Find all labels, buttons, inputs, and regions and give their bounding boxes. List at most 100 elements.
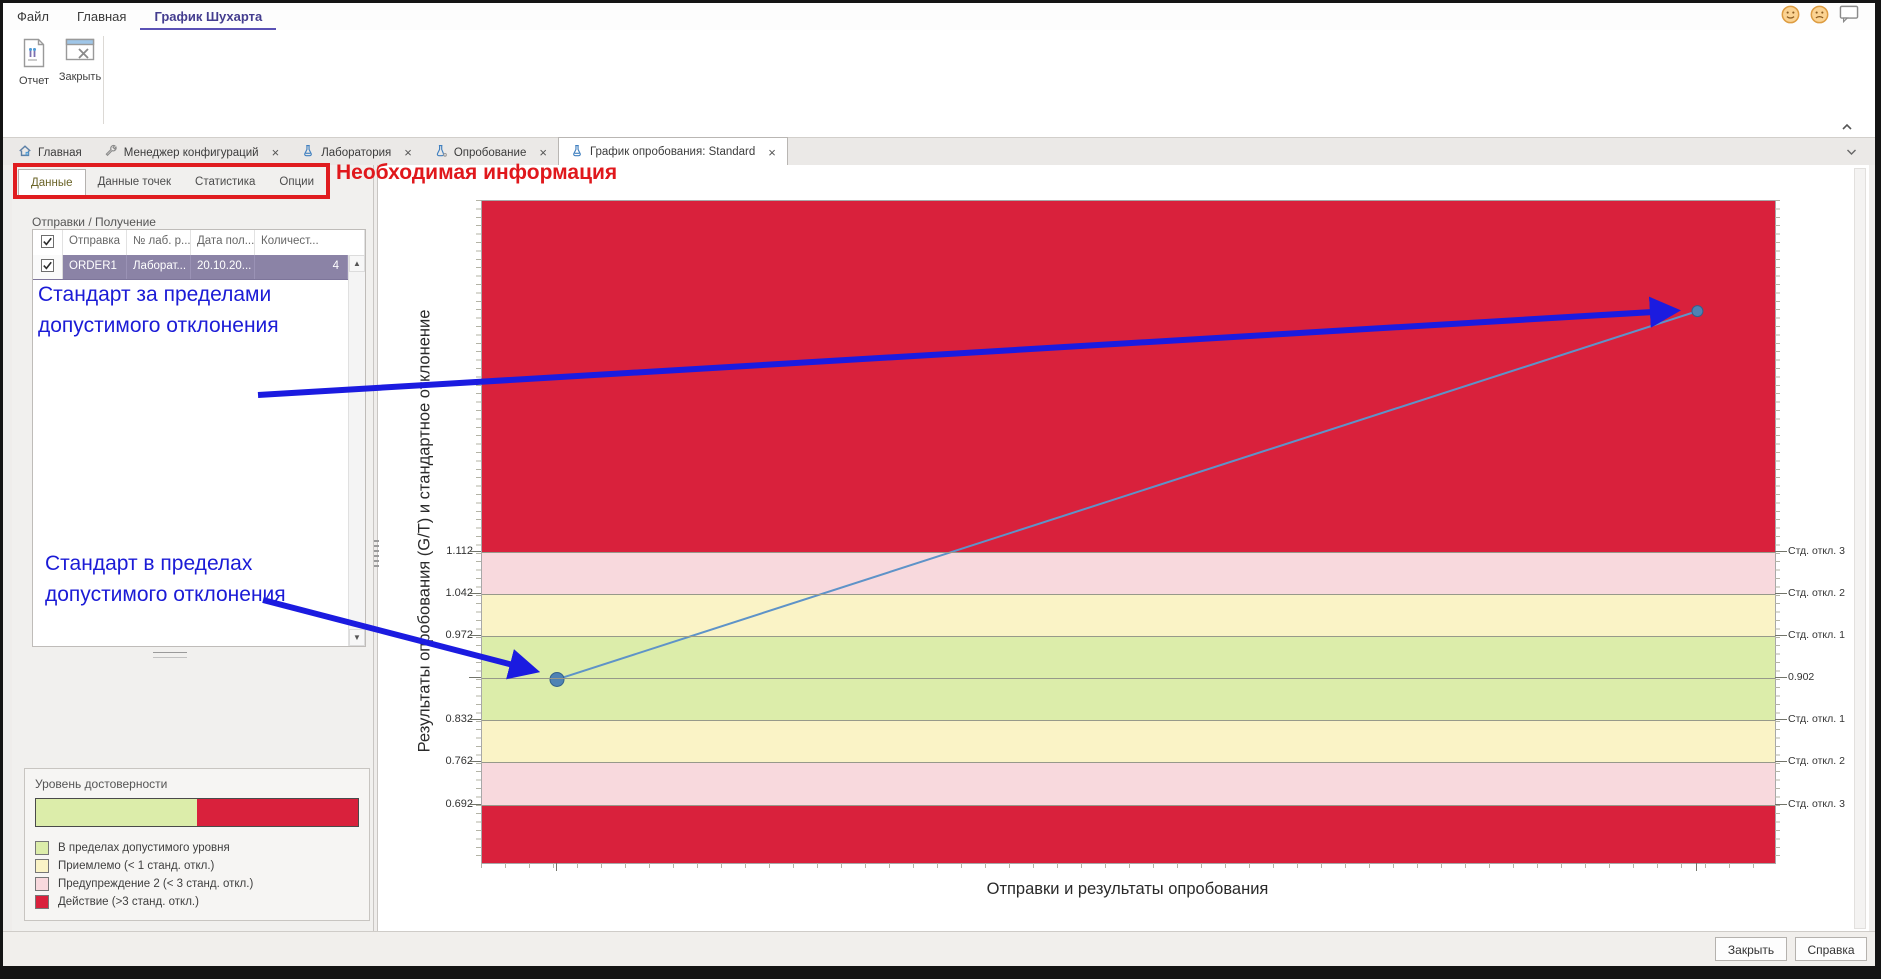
- chart-band: [482, 804, 1775, 863]
- shipments-table: Отправка № лаб. р... Дата пол... Количест..…: [32, 229, 366, 647]
- table-row[interactable]: ORDER1 Лаборат... 20.10.20... 4: [33, 255, 348, 280]
- legend-swatch: [35, 859, 49, 873]
- shewhart-plot[interactable]: [481, 200, 1776, 864]
- right-axis-major-tick: [1775, 677, 1787, 679]
- content-area: Данные Данные точек Статистика Опции Отправ…: [3, 165, 1875, 932]
- confidence-bar: [35, 798, 359, 827]
- happy-face-icon[interactable]: [1781, 5, 1800, 29]
- y-axis-minor-ticks: [476, 200, 481, 862]
- data-point[interactable]: [1691, 305, 1704, 318]
- confidence-groupbox: Уровень достоверности В пределах допусти…: [24, 768, 370, 921]
- doc-tab-4[interactable]: Опробование ×: [423, 139, 558, 166]
- tab-close-icon[interactable]: ×: [404, 145, 412, 160]
- right-axis-major-tick: [1775, 635, 1787, 637]
- std-deviation-label: Стд. откл. 3: [1788, 544, 1845, 557]
- right-axis-minor-ticks: [1775, 200, 1780, 862]
- scroll-up-icon[interactable]: ▲: [349, 255, 365, 272]
- ribbon-button-report[interactable]: Отчет: [11, 34, 57, 87]
- chart-band: [482, 720, 1775, 763]
- header-checkbox[interactable]: [33, 230, 63, 255]
- y-axis-tick-label: 1.042: [445, 586, 473, 599]
- column-header: Количест...: [255, 230, 365, 255]
- data-sidebar: Данные Данные точек Статистика Опции Отправ…: [12, 165, 374, 932]
- tab-close-icon[interactable]: ×: [539, 145, 547, 160]
- std-deviation-label: Стд. откл. 1: [1788, 629, 1845, 642]
- checkbox-checked-icon[interactable]: [41, 259, 54, 275]
- home-icon: [18, 144, 32, 161]
- close-button[interactable]: Закрыть: [1715, 937, 1787, 961]
- sidebar-tab-4[interactable]: Опции: [279, 176, 315, 188]
- data-point[interactable]: [549, 671, 565, 687]
- horizontal-splitter-grip[interactable]: [153, 652, 187, 658]
- help-button[interactable]: Справка: [1795, 937, 1867, 961]
- chart-gridline: [482, 636, 1775, 638]
- collapse-ribbon-icon[interactable]: [1841, 119, 1855, 131]
- close-window-icon: [65, 38, 95, 68]
- report-icon: [22, 38, 46, 68]
- tab-overflow-chevron-down-icon[interactable]: [1846, 143, 1857, 161]
- application-window: Файл Главная График Шухарта Отчет Закрыть Г…: [3, 3, 1875, 966]
- series-segment: [556, 310, 1698, 681]
- x-axis-major-tick: [555, 863, 557, 871]
- std-deviation-label: Стд. откл. 2: [1788, 586, 1845, 599]
- ribbon-button-label: Отчет: [18, 75, 50, 87]
- table-header: Отправка № лаб. р... Дата пол... Количест..…: [33, 230, 365, 256]
- sidebar-tab-3[interactable]: Статистика: [195, 176, 256, 188]
- x-axis-major-tick: [1696, 863, 1698, 871]
- doc-tab-3[interactable]: Лаборатория ×: [290, 139, 423, 166]
- y-axis-tick-label: 0.832: [445, 713, 473, 726]
- tab-close-icon[interactable]: ×: [768, 144, 776, 160]
- column-header: Отправка: [63, 230, 127, 255]
- menu-item-2[interactable]: Главная: [76, 9, 127, 24]
- doc-tab-5[interactable]: График опробования: Standard ×: [557, 137, 788, 167]
- sidebar-tab-2[interactable]: Данные точек: [97, 176, 172, 188]
- right-axis-major-tick: [1775, 803, 1787, 805]
- ribbon-button-label: Закрыть: [58, 71, 102, 83]
- right-axis-major-tick: [1775, 761, 1787, 763]
- chart-gridline: [482, 593, 1775, 595]
- legend-label: В пределах допустимого уровня: [58, 842, 230, 854]
- table-scrollbar[interactable]: ▲ ▼: [348, 255, 365, 646]
- y-axis-major-tick: [469, 635, 481, 637]
- legend-swatch: [35, 877, 49, 891]
- chart-band: [482, 551, 1775, 594]
- sidebar-tab-1[interactable]: Данные: [18, 169, 86, 197]
- doc-tab-1[interactable]: Главная: [7, 139, 93, 166]
- menu-item-1[interactable]: Файл: [17, 9, 49, 24]
- vertical-splitter-grip[interactable]: [374, 540, 379, 570]
- confidence-title: Уровень достоверности: [35, 777, 168, 791]
- chart-panel-scrollbar[interactable]: [1854, 168, 1866, 929]
- y-axis-major-tick: [469, 592, 481, 594]
- doc-tab-label: График опробования: Standard: [589, 146, 756, 158]
- status-bar: Закрыть Справка: [3, 931, 1875, 966]
- x-axis-minor-ticks: [481, 863, 1774, 868]
- doc-tab-label: Менеджер конфигураций: [123, 146, 259, 159]
- ribbon: Отчет Закрыть: [3, 30, 1875, 138]
- y-axis-tick-label: 0.692: [445, 797, 473, 810]
- legend-item: Предупреждение 2 (< 3 станд. откл.): [35, 875, 369, 893]
- ribbon-button-close-window[interactable]: Закрыть: [57, 34, 103, 87]
- chart-band: [482, 762, 1775, 805]
- sad-face-icon[interactable]: [1810, 5, 1829, 29]
- doc-tab-2[interactable]: Менеджер конфигураций ×: [93, 139, 290, 166]
- legend-label: Предупреждение 2 (< 3 станд. откл.): [58, 878, 254, 890]
- y-axis-major-tick: [469, 761, 481, 763]
- tab-close-icon[interactable]: ×: [271, 145, 280, 160]
- checkbox-checked-icon[interactable]: [41, 234, 54, 251]
- legend-swatch: [35, 895, 49, 909]
- y-axis-major-tick: [469, 550, 481, 552]
- std-deviation-labels: Стд. откл. 3 Стд. откл. 2 Стд. откл. 1 0.90…: [1788, 200, 1875, 862]
- column-header: № лаб. р...: [127, 230, 191, 255]
- chart-band: [482, 636, 1775, 679]
- x-axis-title: Отправки и результаты опробования: [986, 880, 1269, 898]
- menu-items: Файл Главная График Шухарта: [3, 3, 277, 30]
- std-deviation-label: Стд. откл. 1: [1788, 713, 1845, 726]
- confidence-bar-segment: [36, 799, 197, 826]
- feedback-icon[interactable]: [1839, 5, 1859, 28]
- table-cell: 4: [255, 255, 348, 279]
- ribbon-group-separator: [103, 36, 104, 124]
- chart-panel: Результаты опробования (G/T) и стандартн…: [374, 165, 1869, 932]
- menu-item-3[interactable]: График Шухарта: [140, 3, 277, 30]
- scroll-down-icon[interactable]: ▼: [349, 629, 365, 646]
- row-checkbox[interactable]: [33, 255, 63, 279]
